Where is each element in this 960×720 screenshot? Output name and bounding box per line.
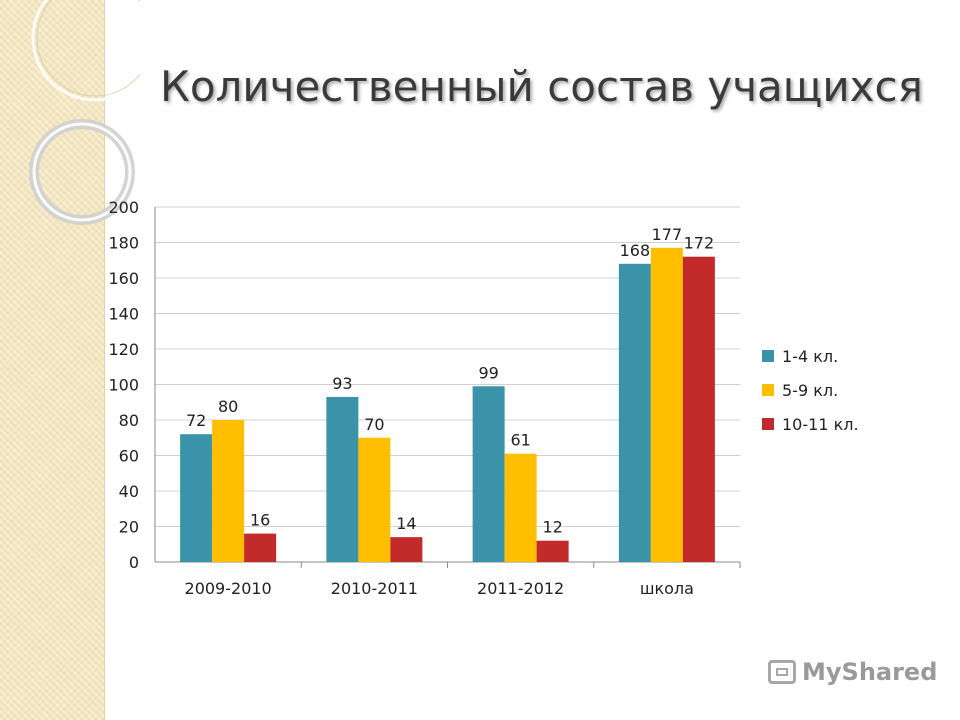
y-tick-label: 0 bbox=[129, 553, 139, 572]
bar bbox=[390, 537, 423, 562]
legend-swatch bbox=[762, 384, 774, 396]
y-tick-label: 200 bbox=[108, 198, 139, 217]
bar bbox=[650, 247, 683, 562]
data-label: 99 bbox=[478, 363, 498, 382]
data-label: 61 bbox=[510, 431, 530, 450]
legend-label: 10-11 кл. bbox=[782, 415, 859, 434]
y-tick-label: 180 bbox=[108, 234, 139, 253]
bar bbox=[618, 263, 651, 562]
x-tick-label: школа bbox=[640, 579, 694, 598]
y-tick-label: 120 bbox=[108, 340, 139, 359]
legend-label: 1-4 кл. bbox=[782, 347, 838, 366]
slide-title: Количественный состав учащихся bbox=[160, 62, 923, 111]
bar bbox=[682, 256, 715, 562]
bar bbox=[536, 540, 569, 562]
bar bbox=[212, 420, 245, 562]
bar bbox=[358, 437, 391, 562]
data-label: 72 bbox=[186, 411, 206, 430]
y-tick-label: 160 bbox=[108, 269, 139, 288]
watermark: MyShared bbox=[768, 658, 937, 686]
data-label: 168 bbox=[620, 241, 651, 260]
data-label: 93 bbox=[332, 374, 352, 393]
y-tick-label: 40 bbox=[119, 482, 139, 501]
bar-chart: 0 20 40 60 80 100 120 140 160 180 200 72 80 16 2009-20… bbox=[108, 198, 859, 598]
decorative-circles bbox=[29, 0, 140, 225]
x-tick-label: 2009-2010 bbox=[185, 579, 272, 598]
watermark-text: MyShared bbox=[802, 658, 938, 686]
y-tick-label: 20 bbox=[119, 518, 139, 537]
bar bbox=[326, 396, 359, 562]
x-tick-label: 2011-2012 bbox=[477, 579, 564, 598]
legend-label: 5-9 кл. bbox=[782, 381, 838, 400]
data-label: 70 bbox=[364, 415, 384, 434]
y-tick-label: 80 bbox=[119, 411, 139, 430]
y-tick-label: 60 bbox=[119, 447, 139, 466]
y-tick-label: 100 bbox=[108, 376, 139, 395]
x-tick-label: 2010-2011 bbox=[331, 579, 418, 598]
legend-swatch bbox=[762, 350, 774, 362]
presentation-icon bbox=[768, 660, 796, 684]
data-label: 12 bbox=[542, 518, 562, 537]
data-label: 172 bbox=[684, 234, 715, 253]
bar bbox=[472, 386, 505, 562]
data-label: 177 bbox=[652, 225, 683, 244]
data-label: 14 bbox=[396, 514, 416, 533]
y-tick-label: 140 bbox=[108, 305, 139, 324]
bar bbox=[180, 434, 213, 562]
legend-swatch bbox=[762, 418, 774, 430]
data-label: 80 bbox=[218, 397, 238, 416]
bar bbox=[244, 533, 277, 562]
data-label: 16 bbox=[250, 511, 270, 530]
bar bbox=[504, 453, 537, 562]
